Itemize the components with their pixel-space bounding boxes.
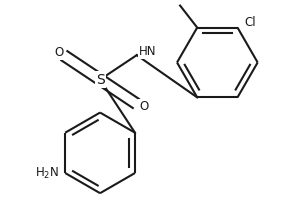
Text: O: O <box>139 100 149 113</box>
Text: H$_2$N: H$_2$N <box>35 166 59 181</box>
Text: Cl: Cl <box>245 16 256 29</box>
Text: HN: HN <box>139 45 157 58</box>
Text: S: S <box>96 72 104 87</box>
Text: O: O <box>54 46 63 59</box>
